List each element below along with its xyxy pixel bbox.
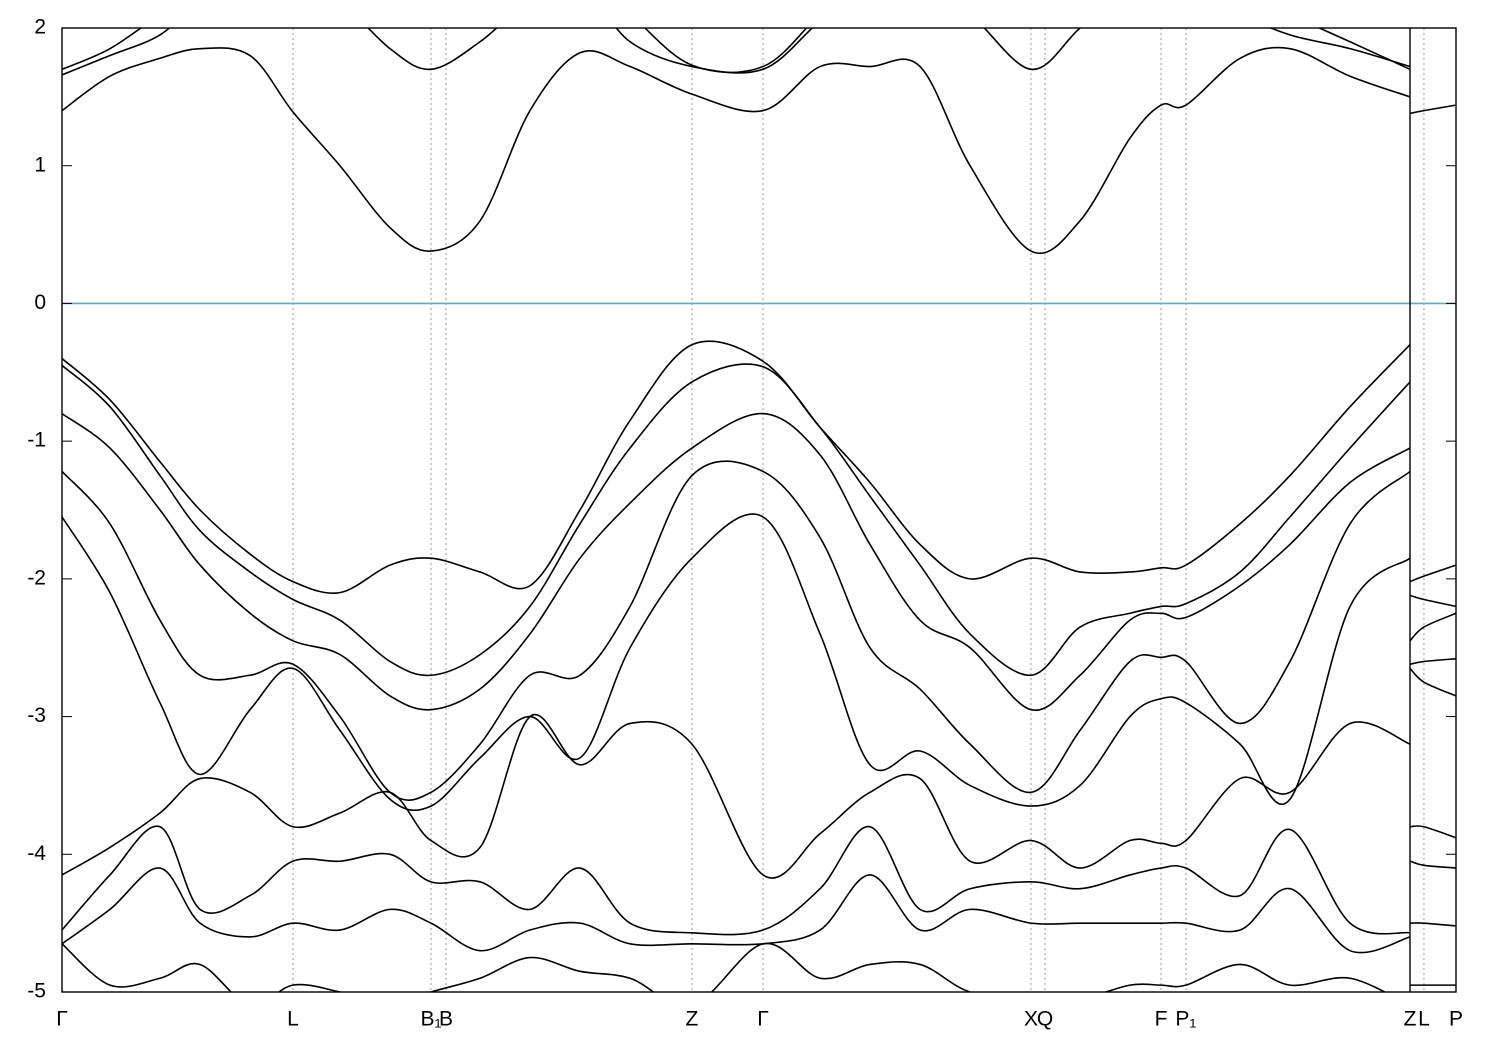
x-tick-label: Γ <box>757 1008 769 1031</box>
band-line <box>62 942 1456 992</box>
x-tick-label: X <box>1024 1008 1038 1031</box>
band-line <box>62 28 1411 76</box>
y-tick-label: 1 <box>34 153 46 176</box>
band-line <box>62 867 1456 954</box>
band-line <box>62 363 1456 677</box>
y-tick-label: -2 <box>27 566 46 589</box>
x-tick-label: Z <box>686 1008 699 1031</box>
band-line <box>62 513 1456 812</box>
x-tick-label: Γ <box>56 1008 68 1031</box>
y-tick-label: -5 <box>27 980 46 1003</box>
y-tick-label: -1 <box>27 429 46 452</box>
y-tick-label: 2 <box>34 16 46 39</box>
x-tick-label: P₁ <box>1175 1008 1196 1031</box>
band-line <box>62 460 1456 801</box>
y-tick-label: -3 <box>27 704 46 727</box>
x-tick-label: F <box>1155 1008 1168 1031</box>
x-tick-label: L <box>287 1008 299 1031</box>
y-tick-label: -4 <box>27 842 46 865</box>
band-line <box>62 825 1456 936</box>
band-line <box>62 340 1456 595</box>
band-line <box>62 412 1456 712</box>
plot-frame <box>61 27 1457 993</box>
x-tick-label: Z <box>1404 1008 1417 1031</box>
band-line <box>62 713 1456 879</box>
x-tick-label: B <box>439 1008 453 1031</box>
band-line <box>62 28 1411 74</box>
x-tick-label: Q <box>1037 1008 1053 1031</box>
x-tick-label: P <box>1449 1008 1463 1031</box>
band-line <box>62 46 1456 254</box>
x-tick-label: B₁ <box>420 1008 441 1031</box>
y-tick-label: 0 <box>34 291 46 314</box>
grid-layer <box>62 28 1456 992</box>
x-tick-label: L <box>1418 1008 1430 1031</box>
bands-layer <box>62 28 1456 992</box>
